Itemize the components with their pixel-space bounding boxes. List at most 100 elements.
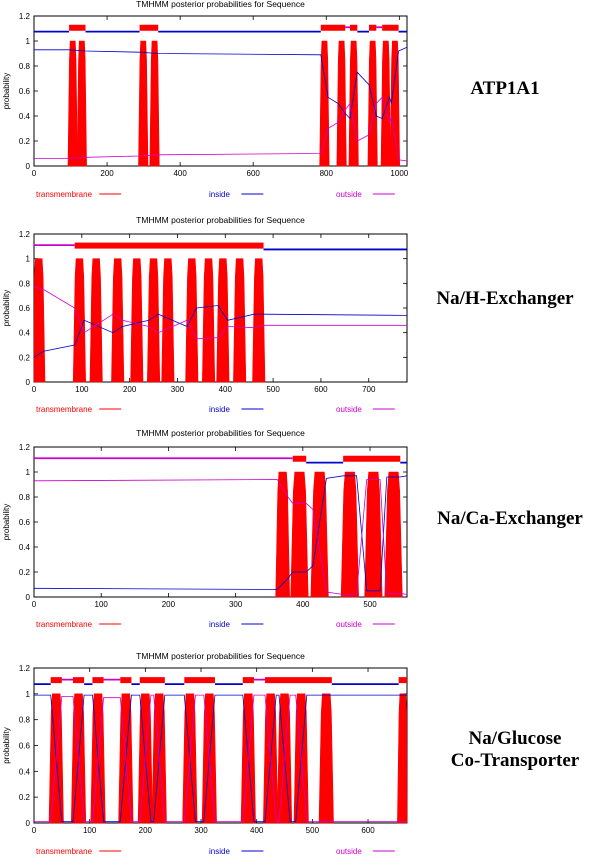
chart-1-tm-peak-1 bbox=[76, 40, 87, 167]
chart-3-ytick-label-1: 0.2 bbox=[19, 568, 31, 577]
chart-2-xtick-label-2: 200 bbox=[123, 385, 137, 394]
chart-1-legend-label-0: transmembrane bbox=[36, 190, 93, 199]
chart-2-tm-peak-10 bbox=[233, 258, 247, 383]
chart-4-xtick-label-4: 400 bbox=[250, 826, 264, 835]
chart-3-topology-tm-1 bbox=[292, 455, 307, 462]
chart-4-ytick-label-4: 0.8 bbox=[19, 716, 31, 725]
chart-3-ytick-label-5: 1 bbox=[26, 468, 31, 477]
chart-4-xtick-label-6: 600 bbox=[361, 826, 375, 835]
chart-4-tm-peak-12 bbox=[318, 693, 334, 824]
chart-3-tm-peak-5 bbox=[384, 471, 403, 598]
chart-4-ytick-label-1: 0.2 bbox=[19, 793, 31, 802]
chart-4-topology-tm-3 bbox=[72, 677, 85, 684]
chart-4-legend-label-1: inside bbox=[209, 847, 230, 856]
chart-3-tm-peak-0 bbox=[275, 471, 290, 598]
chart-3-tm-peak-3 bbox=[340, 471, 359, 598]
chart-2-outside-curve bbox=[33, 286, 407, 340]
chart-2-tm-peak-0 bbox=[33, 258, 46, 383]
chart-3-xtick-label-2: 200 bbox=[162, 600, 176, 609]
chart-3-ylabel: probability bbox=[2, 504, 11, 540]
chart-1-topology-tm-1 bbox=[69, 24, 86, 31]
chart-1-ytick-label-4: 0.8 bbox=[19, 62, 31, 71]
chart-1-inside-curve bbox=[34, 46, 408, 120]
chart-1-ytick-label-3: 0.6 bbox=[19, 87, 31, 96]
chart-2-xtick-label-0: 0 bbox=[32, 385, 37, 394]
chart-2-tm-peak-5 bbox=[147, 258, 161, 383]
chart-4-legend-label-0: transmembrane bbox=[36, 847, 93, 856]
chart-4-topology-tm-7 bbox=[120, 677, 132, 684]
chart-1-ytick-label-6: 1.2 bbox=[19, 12, 31, 21]
chart-3-inside-curve bbox=[33, 475, 408, 592]
chart-1-tm-peak-2 bbox=[138, 40, 149, 167]
chart-1-group: TMHMM posterior probabilities for Sequen… bbox=[2, 0, 409, 199]
chart-2-legend-label-1: inside bbox=[209, 405, 230, 414]
chart-1-topology-tm-9 bbox=[369, 24, 377, 31]
chart-2-tm-peak-3 bbox=[111, 258, 125, 383]
chart-1-ytick-label-5: 1 bbox=[26, 37, 31, 46]
chart-2-xtick-label-1: 100 bbox=[75, 385, 89, 394]
chart-3-xtick-label-0: 0 bbox=[32, 600, 37, 609]
chart-4-ylabel: probability bbox=[2, 727, 11, 763]
chart-2-tm-peak-2 bbox=[89, 258, 103, 383]
chart-1-ytick-label-1: 0.2 bbox=[19, 137, 31, 146]
chart-2-tm-peak-7 bbox=[185, 258, 199, 383]
chart-4-title: TMHMM posterior probabilities for Sequen… bbox=[136, 651, 305, 661]
chart-3-tm-peak-4 bbox=[364, 471, 383, 598]
chart-2-tm-peak-11 bbox=[252, 258, 266, 383]
chart-4-xtick-label-1: 100 bbox=[83, 826, 97, 835]
chart-3-xtick-label-4: 400 bbox=[296, 600, 310, 609]
chart-1-topology-tm-3 bbox=[139, 24, 159, 31]
chart-1-tm-peak-7 bbox=[367, 40, 378, 167]
chart-4-topology-tm-15 bbox=[265, 677, 332, 684]
chart-4-xtick-label-0: 0 bbox=[32, 826, 37, 835]
chart-3-panel-label: Na/Ca-Exchanger bbox=[437, 508, 583, 529]
chart-1-topology-tm-11 bbox=[382, 24, 399, 31]
chart-2-ytick-label-0: 0 bbox=[26, 378, 31, 387]
chart-4-topology-tm-5 bbox=[92, 677, 104, 684]
chart-4-topology-tm-1 bbox=[50, 677, 62, 684]
chart-2-ylabel: probability bbox=[2, 290, 11, 326]
chart-2-tm-peak-9 bbox=[216, 258, 230, 383]
chart-3-topology-tm-3 bbox=[343, 455, 401, 462]
chart-4-plot-frame bbox=[33, 667, 408, 824]
chart-3-ytick-label-3: 0.6 bbox=[19, 518, 31, 527]
chart-2-panel-label: Na/H-Exchanger bbox=[436, 288, 574, 309]
chart-4-group: TMHMM posterior probabilities for Sequen… bbox=[2, 651, 408, 856]
chart-2-legend-label-2: outside bbox=[336, 405, 362, 414]
chart-4-ytick-label-5: 1 bbox=[26, 690, 31, 699]
chart-4-topology-tm-17 bbox=[398, 677, 407, 684]
chart-2-topology-tm-1 bbox=[74, 242, 264, 249]
chart-1-tm-peak-4 bbox=[319, 40, 330, 167]
chart-4-topology-tm-11 bbox=[184, 677, 215, 684]
chart-2-xtick-label-4: 400 bbox=[219, 385, 233, 394]
chart-2-inside-curve bbox=[33, 305, 408, 358]
chart-3-legend-label-0: transmembrane bbox=[36, 620, 93, 629]
chart-4-panel-label: Na/Glucose Co-Transporter bbox=[450, 728, 580, 771]
chart-2-group: TMHMM posterior probabilities for Sequen… bbox=[2, 215, 408, 414]
chart-2-xtick-label-5: 500 bbox=[266, 385, 280, 394]
chart-3-xtick-label-5: 500 bbox=[363, 600, 377, 609]
chart-2-ytick-label-1: 0.2 bbox=[19, 353, 31, 362]
chart-4-ytick-label-2: 0.4 bbox=[19, 767, 31, 776]
chart-2-ytick-label-3: 0.6 bbox=[19, 304, 31, 313]
chart-1-xtick-label-5: 1000 bbox=[390, 169, 408, 178]
chart-3-legend-label-2: outside bbox=[336, 620, 362, 629]
chart-1-tm-peak-0 bbox=[67, 40, 78, 167]
chart-3-ytick-label-4: 0.8 bbox=[19, 493, 31, 502]
chart-2-tm-peak-6 bbox=[161, 258, 175, 383]
chart-3-xtick-label-1: 100 bbox=[95, 600, 109, 609]
chart-4-ytick-label-0: 0 bbox=[26, 819, 31, 828]
chart-1-ylabel: probability bbox=[2, 73, 11, 109]
chart-1-xtick-label-4: 800 bbox=[320, 169, 334, 178]
chart-3-xtick-label-3: 300 bbox=[229, 600, 243, 609]
chart-4-tm-peak-13 bbox=[397, 693, 408, 824]
chart-2-ytick-label-2: 0.4 bbox=[19, 329, 31, 338]
chart-4-outside-curve bbox=[34, 694, 407, 823]
chart-2-ytick-label-6: 1.2 bbox=[19, 230, 31, 239]
chart-1-topology-tm-7 bbox=[350, 24, 358, 31]
chart-1-ytick-label-2: 0.4 bbox=[19, 112, 31, 121]
chart-2-tm-peak-8 bbox=[202, 258, 216, 383]
chart-1-legend-label-2: outside bbox=[336, 190, 362, 199]
